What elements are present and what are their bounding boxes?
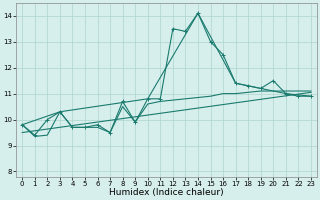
X-axis label: Humidex (Indice chaleur): Humidex (Indice chaleur): [109, 188, 224, 197]
